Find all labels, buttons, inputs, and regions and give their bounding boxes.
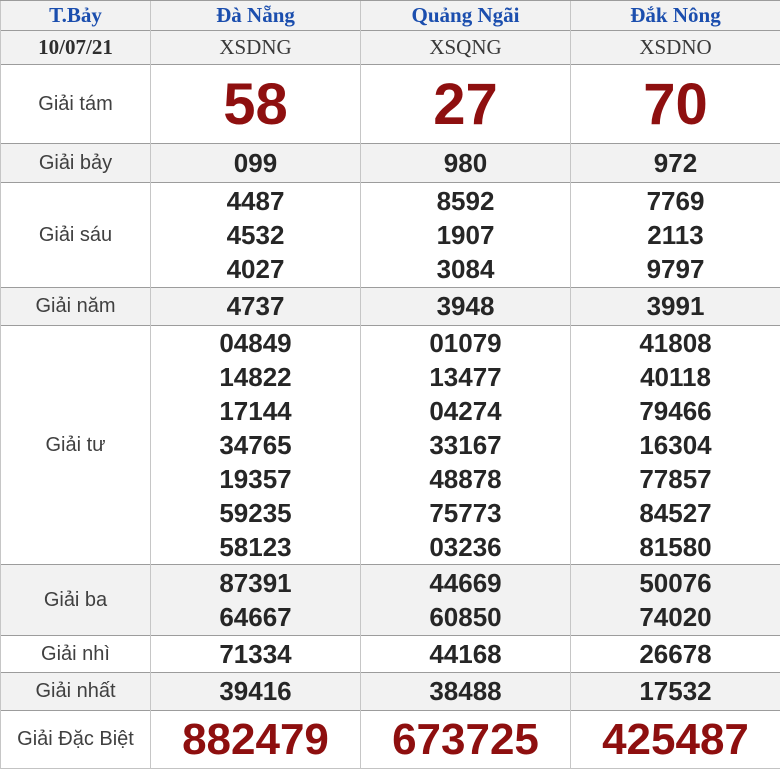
prize-number: 77857	[571, 462, 780, 496]
prize-row-giai-sau: Giải sáu 4487 4532 4027 8592 1907 3084 7…	[1, 183, 780, 288]
prize-number: 4027	[151, 252, 360, 286]
prize-number: 58	[151, 65, 361, 144]
weekday-label: T.Bảy	[1, 1, 151, 31]
prize-number: 882479	[151, 711, 361, 769]
prize-number: 50076	[571, 566, 780, 600]
prize-number: 8592	[361, 184, 570, 218]
prize-label: Giải bảy	[1, 144, 151, 183]
prize-number: 74020	[571, 600, 780, 634]
prize-label: Giải Đặc Biệt	[1, 711, 151, 769]
prize-number: 17532	[571, 673, 780, 711]
prize-number: 19357	[151, 462, 360, 496]
prize-number: 60850	[361, 600, 570, 634]
prize-row-giai-nam: Giải năm 4737 3948 3991	[1, 288, 780, 326]
prize-label: Giải nhất	[1, 673, 151, 711]
prize-numbers: 7769 2113 9797	[571, 183, 780, 288]
prize-row-giai-ba: Giải ba 87391 64667 44669 60850 50076 74…	[1, 565, 780, 636]
prize-number: 13477	[361, 360, 570, 394]
prize-number: 9797	[571, 252, 780, 286]
prize-label: Giải tư	[1, 326, 151, 565]
prize-number: 34765	[151, 428, 360, 462]
prize-number: 4737	[151, 288, 361, 326]
prize-number: 972	[571, 144, 780, 183]
prize-row-giai-nhi: Giải nhì 71334 44168 26678	[1, 636, 780, 673]
prize-number: 87391	[151, 566, 360, 600]
draw-date: 10/07/21	[1, 31, 151, 65]
prize-numbers: 04849 14822 17144 34765 19357 59235 5812…	[151, 326, 361, 565]
prize-number: 48878	[361, 462, 570, 496]
prize-number: 1907	[361, 218, 570, 252]
prize-number: 79466	[571, 394, 780, 428]
prize-numbers: 50076 74020	[571, 565, 780, 636]
prize-label: Giải tám	[1, 65, 151, 144]
prize-number: 27	[361, 65, 571, 144]
prize-number: 17144	[151, 394, 360, 428]
prize-number: 4487	[151, 184, 360, 218]
prize-number: 71334	[151, 636, 361, 673]
prize-number: 38488	[361, 673, 571, 711]
prize-number: 4532	[151, 218, 360, 252]
prize-numbers: 4487 4532 4027	[151, 183, 361, 288]
prize-number: 58123	[151, 530, 360, 564]
prize-number: 673725	[361, 711, 571, 769]
prize-number: 33167	[361, 428, 570, 462]
prize-number: 44168	[361, 636, 571, 673]
prize-number: 41808	[571, 326, 780, 360]
prize-number: 04274	[361, 394, 570, 428]
prize-label: Giải ba	[1, 565, 151, 636]
prize-number: 980	[361, 144, 571, 183]
station-dak-nong: Đắk Nông	[571, 1, 780, 31]
prize-number: 3991	[571, 288, 780, 326]
prize-number: 84527	[571, 496, 780, 530]
draw-code: XSDNG	[151, 31, 361, 65]
prize-number: 099	[151, 144, 361, 183]
prize-number: 81580	[571, 530, 780, 564]
prize-number: 14822	[151, 360, 360, 394]
prize-number: 70	[571, 65, 780, 144]
prize-row-giai-bay: Giải bảy 099 980 972	[1, 144, 780, 183]
prize-number: 2113	[571, 218, 780, 252]
prize-number: 03236	[361, 530, 570, 564]
prize-number: 59235	[151, 496, 360, 530]
prize-row-giai-dac-biet: Giải Đặc Biệt 882479 673725 425487	[1, 711, 780, 769]
prize-label: Giải năm	[1, 288, 151, 326]
prize-label: Giải sáu	[1, 183, 151, 288]
prize-number: 44669	[361, 566, 570, 600]
prize-row-giai-tu: Giải tư 04849 14822 17144 34765 19357 59…	[1, 326, 780, 565]
station-quang-ngai: Quảng Ngãi	[361, 1, 571, 31]
prize-number: 3084	[361, 252, 570, 286]
prize-row-giai-nhat: Giải nhất 39416 38488 17532	[1, 673, 780, 711]
prize-numbers: 44669 60850	[361, 565, 571, 636]
prize-number: 01079	[361, 326, 570, 360]
prize-numbers: 8592 1907 3084	[361, 183, 571, 288]
prize-number: 39416	[151, 673, 361, 711]
prize-row-giai-tam: Giải tám 58 27 70	[1, 65, 780, 144]
prize-number: 26678	[571, 636, 780, 673]
prize-numbers: 87391 64667	[151, 565, 361, 636]
prize-number: 425487	[571, 711, 780, 769]
prize-numbers: 41808 40118 79466 16304 77857 84527 8158…	[571, 326, 780, 565]
prize-numbers: 01079 13477 04274 33167 48878 75773 0323…	[361, 326, 571, 565]
draw-code-row: 10/07/21 XSDNG XSQNG XSDNO	[1, 31, 780, 65]
station-da-nang: Đà Nẵng	[151, 1, 361, 31]
header-row: T.Bảy Đà Nẵng Quảng Ngãi Đắk Nông	[1, 1, 780, 31]
prize-number: 04849	[151, 326, 360, 360]
prize-number: 64667	[151, 600, 360, 634]
prize-number: 75773	[361, 496, 570, 530]
prize-number: 7769	[571, 184, 780, 218]
draw-code: XSQNG	[361, 31, 571, 65]
prize-label: Giải nhì	[1, 636, 151, 673]
prize-number: 40118	[571, 360, 780, 394]
draw-code: XSDNO	[571, 31, 780, 65]
prize-number: 16304	[571, 428, 780, 462]
prize-number: 3948	[361, 288, 571, 326]
